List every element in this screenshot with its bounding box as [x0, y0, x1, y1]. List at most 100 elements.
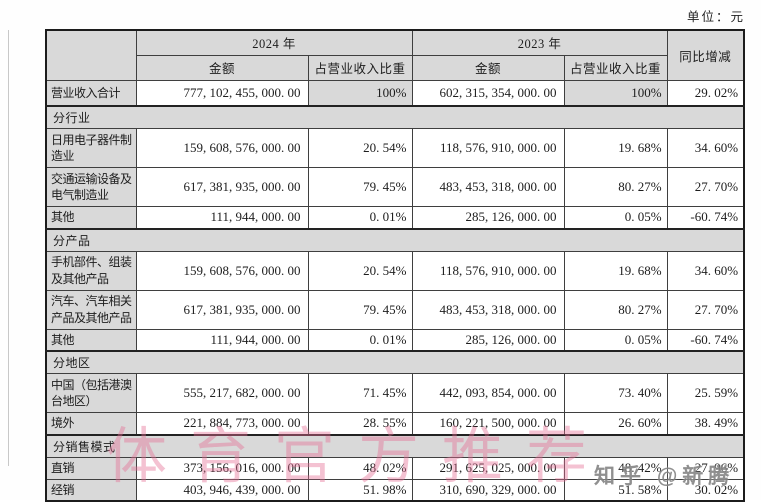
row-label: 中国（包括港澳台地区）: [45, 373, 137, 413]
row-overseas: 境外 221, 884, 773, 000. 00 28. 55% 160, 2…: [45, 412, 745, 436]
section-by-sales-mode: 分销售模式: [45, 434, 745, 458]
amount-2023-cell: 483, 453, 318, 000. 00: [411, 167, 565, 207]
section-label: 分行业: [45, 105, 745, 129]
row-consumer-electronics: 日用电子器件制造业 159, 608, 576, 000. 00 20. 54%…: [45, 128, 745, 168]
ratio-2023-cell: 19. 68%: [563, 250, 668, 291]
row-auto-products: 汽车、汽车相关产品及其他产品 617, 381, 935, 000. 00 79…: [45, 289, 745, 330]
ratio-2024-cell: 0. 01%: [307, 206, 413, 230]
header-sub-row: 金额 占营业收入比重 金额 占营业收入比重: [46, 54, 744, 81]
ratio-2023-cell: 0. 05%: [563, 206, 668, 230]
row-label: 境外: [45, 412, 137, 436]
unit-label: 单位：元: [686, 10, 745, 24]
row-label: 其他: [45, 328, 137, 352]
yoy-cell: 27. 70%: [666, 289, 745, 330]
amount-2023-cell: 285, 126, 000. 00: [411, 328, 565, 352]
ratio-2024-cell: 20. 54%: [307, 128, 413, 168]
amount-2023-cell: 310, 690, 329, 000. 00: [411, 478, 565, 502]
amount-2023-cell: 118, 576, 910, 000. 00: [411, 250, 565, 291]
ratio-2023-cell: 0. 05%: [563, 328, 668, 352]
section-label: 分产品: [45, 228, 745, 252]
yoy-cell: -60. 74%: [666, 328, 745, 352]
header-year-2024: 2024 年: [135, 29, 413, 56]
amount-2024-cell: 159, 608, 576, 000. 00: [135, 128, 309, 168]
yoy-cell: 27. 70%: [666, 167, 745, 207]
ratio-2024-cell: 79. 45%: [307, 289, 413, 330]
header-yoy: 同比增减: [666, 29, 745, 81]
amount-2024-cell: 373, 156, 016, 000. 00: [135, 456, 309, 480]
amount-2024-cell: 777, 102, 455, 000. 00: [135, 79, 309, 107]
ratio-2024-cell: 71. 45%: [307, 373, 413, 413]
yoy-cell: 38. 49%: [666, 412, 745, 436]
ratio-2023-cell: 26. 60%: [563, 412, 668, 436]
yoy-cell: 29. 02%: [666, 79, 745, 107]
row-label: 直销: [45, 456, 137, 480]
header-amount-2023: 金额: [411, 54, 565, 81]
header-amount-2024: 金额: [135, 54, 309, 81]
header-ratio-2023: 占营业收入比重: [563, 54, 668, 81]
yoy-cell: 25. 59%: [666, 373, 745, 413]
ratio-2023-cell: 51. 58%: [563, 478, 668, 502]
amount-2023-cell: 285, 126, 000. 00: [411, 206, 565, 230]
yoy-cell: 27. 96%: [666, 456, 745, 480]
row-label: 经销: [45, 478, 137, 502]
row-label: 交通运输设备及电气制造业: [45, 167, 137, 207]
ratio-2024-cell: 28. 55%: [307, 412, 413, 436]
section-by-product: 分产品: [45, 228, 745, 252]
amount-2024-cell: 617, 381, 935, 000. 00: [135, 289, 309, 330]
row-label: 日用电子器件制造业: [45, 128, 137, 168]
row-china: 中国（包括港澳台地区） 555, 217, 682, 000. 00 71. 4…: [45, 373, 745, 413]
ratio-2024-cell: 20. 54%: [307, 250, 413, 291]
ratio-2023-cell: 100%: [563, 79, 668, 107]
amount-2024-cell: 221, 884, 773, 000. 00: [135, 412, 309, 436]
amount-2023-cell: 291, 625, 025, 000. 00: [411, 456, 565, 480]
row-label: 手机部件、组装及其他产品: [45, 250, 137, 291]
ratio-2024-cell: 0. 01%: [307, 328, 413, 352]
amount-2024-cell: 111, 944, 000. 00: [135, 206, 309, 230]
row-direct-sales: 直销 373, 156, 016, 000. 00 48. 02% 291, 6…: [45, 456, 745, 480]
row-transport-equipment: 交通运输设备及电气制造业 617, 381, 935, 000. 00 79. …: [45, 167, 745, 207]
amount-2023-cell: 118, 576, 910, 000. 00: [411, 128, 565, 168]
header-year-2023: 2023 年: [411, 29, 668, 56]
section-label: 分地区: [45, 350, 745, 374]
scan-edge-line: [8, 30, 9, 466]
amount-2024-cell: 403, 946, 439, 000. 00: [135, 478, 309, 502]
ratio-2023-cell: 48. 42%: [563, 456, 668, 480]
ratio-2024-cell: 100%: [307, 79, 413, 107]
amount-2024-cell: 617, 381, 935, 000. 00: [135, 167, 309, 207]
ratio-2023-cell: 73. 40%: [563, 373, 668, 413]
row-distribution-sales: 经销 403, 946, 439, 000. 00 51. 98% 310, 6…: [45, 478, 745, 502]
table-header: 2024 年 2023 年 同比增减 金额 占营业收入比重 金额 占营业收入比重: [45, 29, 745, 81]
yoy-cell: 30. 02%: [666, 478, 745, 502]
section-label: 分销售模式: [45, 434, 745, 458]
section-by-region: 分地区: [45, 350, 745, 374]
ratio-2024-cell: 79. 45%: [307, 167, 413, 207]
revenue-table: 2024 年 2023 年 同比增减 金额 占营业收入比重 金额 占营业收入比重…: [45, 29, 746, 502]
yoy-cell: 34. 60%: [666, 128, 745, 168]
header-blank-cell: [45, 29, 137, 81]
ratio-2023-cell: 19. 68%: [563, 128, 668, 168]
row-label: 其他: [45, 206, 137, 230]
amount-2023-cell: 483, 453, 318, 000. 00: [411, 289, 565, 330]
amount-2023-cell: 160, 221, 500, 000. 00: [411, 412, 565, 436]
row-phone-components: 手机部件、组装及其他产品 159, 608, 576, 000. 00 20. …: [45, 250, 745, 291]
header-year-row: 2024 年 2023 年 同比增减: [45, 29, 745, 81]
section-by-industry: 分行业: [45, 105, 745, 129]
ratio-2024-cell: 48. 02%: [307, 456, 413, 480]
ratio-2023-cell: 80. 27%: [563, 289, 668, 330]
yoy-cell: -60. 74%: [666, 206, 745, 230]
row-total-revenue: 营业收入合计 777, 102, 455, 000. 00 100% 602, …: [45, 79, 745, 107]
ratio-2023-cell: 80. 27%: [563, 167, 668, 207]
amount-2024-cell: 111, 944, 000. 00: [135, 328, 309, 352]
amount-2023-cell: 602, 315, 354, 000. 00: [411, 79, 565, 107]
row-label: 汽车、汽车相关产品及其他产品: [45, 289, 137, 330]
amount-2023-cell: 442, 093, 854, 000. 00: [411, 373, 565, 413]
row-other-product: 其他 111, 944, 000. 00 0. 01% 285, 126, 00…: [45, 328, 745, 352]
header-ratio-2024: 占营业收入比重: [307, 54, 413, 81]
row-label: 营业收入合计: [45, 79, 137, 107]
yoy-cell: 34. 60%: [666, 250, 745, 291]
amount-2024-cell: 159, 608, 576, 000. 00: [135, 250, 309, 291]
row-other-industry: 其他 111, 944, 000. 00 0. 01% 285, 126, 00…: [45, 206, 745, 230]
ratio-2024-cell: 51. 98%: [307, 478, 413, 502]
amount-2024-cell: 555, 217, 682, 000. 00: [135, 373, 309, 413]
